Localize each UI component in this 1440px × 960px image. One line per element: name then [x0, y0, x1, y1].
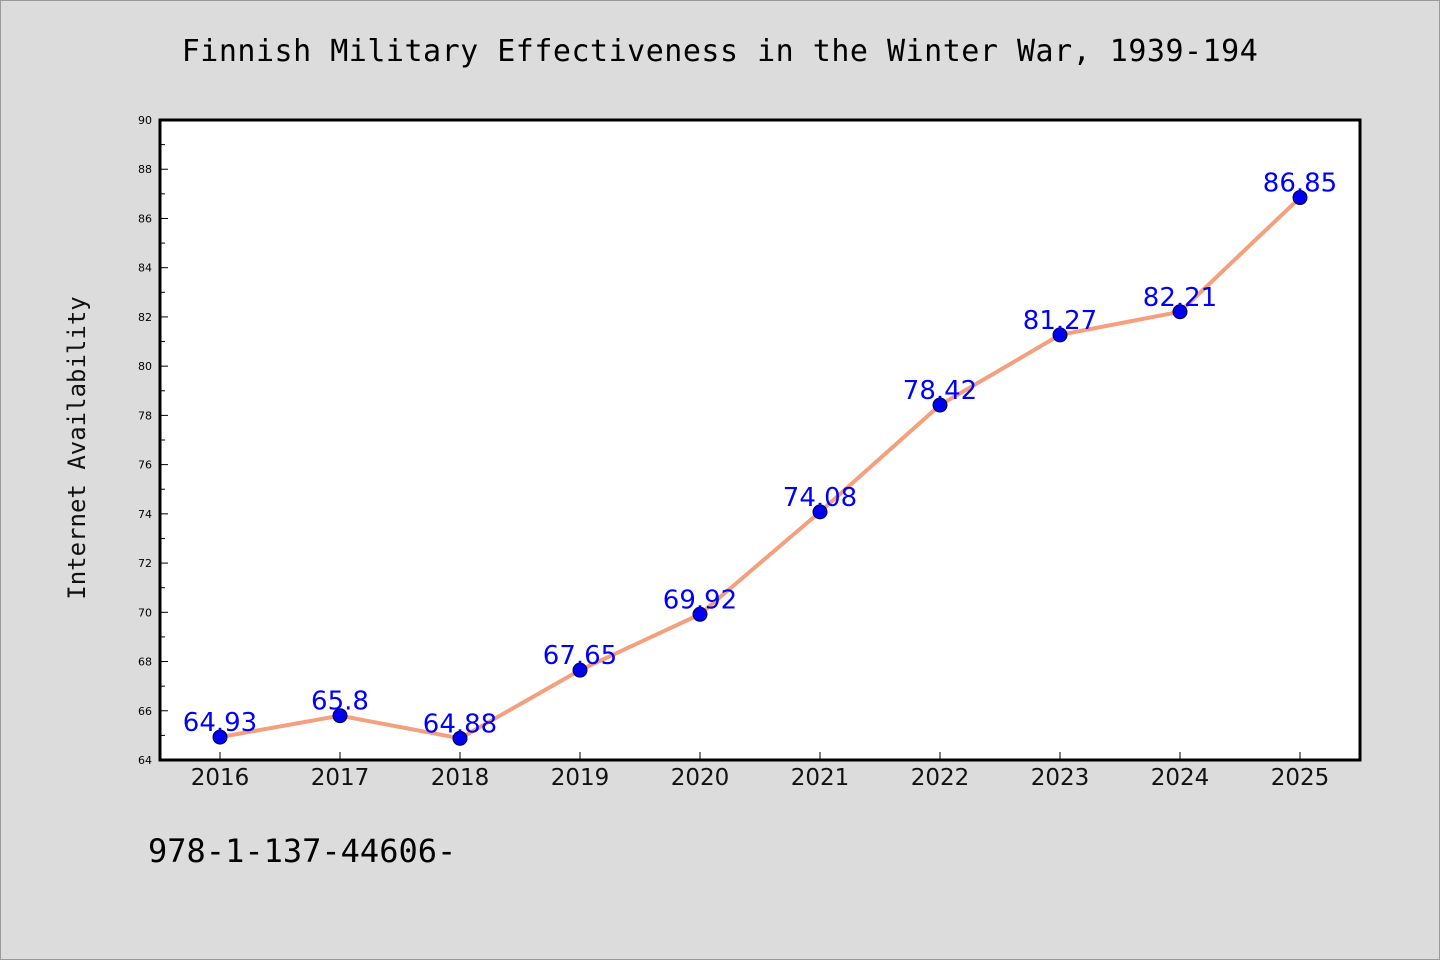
y-tick-label-66: 66: [138, 705, 152, 718]
series-layer: 64.93 65.8 64.88 67.65 69.92 74.08 78.42 81.27 8…: [183, 169, 1337, 746]
data-label-2025: 86.85: [1263, 169, 1337, 199]
data-label-2021: 74.08: [783, 483, 857, 513]
data-point-2019: [572, 662, 588, 678]
y-tick-label-68: 68: [138, 656, 152, 669]
data-point-2018: [452, 730, 468, 746]
data-label-2020: 69.92: [663, 585, 737, 615]
y-tick-label-76: 76: [138, 459, 152, 472]
data-label-2019: 67.65: [543, 641, 617, 671]
footer-code: 978-1-137-44606-: [148, 832, 457, 870]
data-point-2021: [812, 504, 828, 520]
y-tick-label-88: 88: [138, 163, 152, 176]
y-tick-label-80: 80: [138, 360, 152, 373]
y-tick-label-86: 86: [138, 212, 152, 225]
y-tick-label-84: 84: [138, 262, 152, 275]
y-tick-label-82: 82: [138, 311, 152, 324]
series-line: [219, 196, 1302, 741]
data-label-2016: 64.93: [183, 708, 257, 738]
x-tick-label-2025: 2025: [1271, 765, 1330, 791]
x-tick-label-2021: 2021: [791, 765, 850, 791]
chart-title: Finnish Military Effectiveness in the Wi…: [181, 34, 1259, 69]
data-point-2016: [212, 729, 228, 745]
data-label-2023: 81.27: [1023, 306, 1097, 336]
data-point-2024: [1172, 304, 1188, 320]
y-tick-label-70: 70: [138, 606, 152, 619]
data-label-2022: 78.42: [903, 376, 977, 406]
data-point-2023: [1052, 327, 1068, 343]
data-point-2017: [332, 708, 348, 724]
data-point-2022: [932, 397, 948, 413]
x-tick-label-2020: 2020: [671, 765, 730, 791]
plot-area: [158, 118, 1362, 762]
data-label-2018: 64.88: [423, 709, 497, 739]
y-tick-label-74: 74: [138, 508, 152, 521]
y-tick-label-72: 72: [138, 557, 152, 570]
data-point-2020: [692, 606, 708, 622]
y-tick-label-90: 90: [138, 114, 152, 127]
x-tick-label-2024: 2024: [1151, 765, 1210, 791]
x-tick-label-2023: 2023: [1031, 765, 1090, 791]
x-tick-label-2022: 2022: [911, 765, 970, 791]
data-point-2025: [1292, 190, 1308, 206]
y-tick-label-64: 64: [138, 754, 152, 767]
y-axis: 64 66 68 70 72 74 76 78 80 82 84 86 88 90: [138, 114, 168, 767]
x-axis: 2016 2017 2018 2019 2020 2021 2022 2023 2024 2025: [191, 752, 1330, 791]
data-label-2017: 65.8: [311, 687, 369, 717]
data-label-2024: 82.21: [1143, 283, 1217, 313]
x-tick-label-2019: 2019: [551, 765, 610, 791]
x-tick-label-2018: 2018: [431, 765, 490, 791]
y-tick-label-78: 78: [138, 409, 152, 422]
x-tick-label-2016: 2016: [191, 765, 250, 791]
x-tick-label-2017: 2017: [311, 765, 370, 791]
